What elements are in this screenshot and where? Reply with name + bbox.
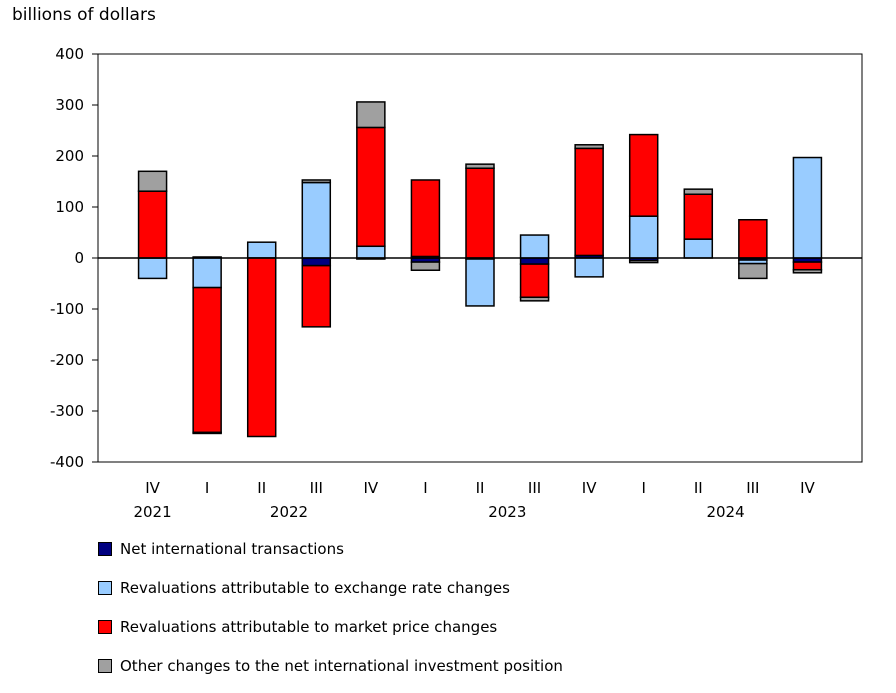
chart-svg: billions of dollars 400 300 200 100 0 -100 -20… xyxy=(12,5,863,521)
bar-segment xyxy=(192,286,222,434)
bar-segment xyxy=(465,167,495,259)
bar-segment xyxy=(301,264,332,328)
bar-segment xyxy=(628,133,659,217)
bar-segment xyxy=(574,147,604,257)
bar-segment xyxy=(137,170,168,192)
legend-item: Revaluations attributable to exchange ra… xyxy=(98,579,510,597)
bar-segment xyxy=(410,261,441,271)
y-tick-label: 400 xyxy=(55,45,84,63)
bar-segment xyxy=(356,245,386,259)
bar-segment xyxy=(192,257,222,289)
bar-segment xyxy=(356,101,386,129)
x-tick-label: III xyxy=(528,479,541,497)
y-tick-label: -100 xyxy=(50,300,84,318)
bar-segment xyxy=(683,193,714,240)
bar-segment xyxy=(519,296,550,302)
legend-item: Revaluations attributable to market pric… xyxy=(98,618,497,636)
bar-segment xyxy=(519,257,550,265)
x-tick-label: I xyxy=(423,479,427,497)
legend-label: Revaluations attributable to exchange ra… xyxy=(120,579,510,597)
x-tick-label: III xyxy=(746,479,759,497)
bar-segment xyxy=(137,257,168,280)
bar-segment xyxy=(356,126,386,248)
bar-segment xyxy=(683,238,714,259)
bar-segment xyxy=(246,241,277,259)
y-tick-label: 300 xyxy=(55,96,84,114)
legend-label: Revaluations attributable to market pric… xyxy=(120,618,498,636)
bar-segment xyxy=(519,234,550,259)
bar-segment xyxy=(792,261,823,271)
legend-swatch xyxy=(98,581,112,595)
bar-segment xyxy=(301,179,332,184)
bar-segment xyxy=(738,262,768,280)
x-tick-label: II xyxy=(257,479,266,497)
bar-segment xyxy=(410,179,441,258)
legend-swatch xyxy=(98,659,112,673)
x-tick-label: IV xyxy=(800,479,815,497)
legend-item: Other changes to the net international i… xyxy=(98,657,563,675)
y-tick-label: -300 xyxy=(50,402,84,420)
x-tick-label: I xyxy=(641,479,645,497)
x-tick-label: IV xyxy=(145,479,160,497)
legend-label: Other changes to the net international i… xyxy=(120,657,563,675)
bar-segment xyxy=(574,257,604,278)
x-tick-label: II xyxy=(694,479,703,497)
y-tick-label: -400 xyxy=(50,453,84,471)
legend-item: Net international transactions xyxy=(98,540,344,558)
bar-segment xyxy=(738,219,768,259)
y-tick-label: 0 xyxy=(74,249,84,267)
year-label: 2024 xyxy=(706,503,744,521)
bar-segment xyxy=(628,259,659,264)
x-tick-label: II xyxy=(476,479,485,497)
y-tick-label: 200 xyxy=(55,147,84,165)
bar-segment xyxy=(574,144,604,150)
bar-segment xyxy=(628,215,659,259)
bar-segment xyxy=(683,188,714,195)
x-tick-label: I xyxy=(205,479,209,497)
bar-segment xyxy=(137,190,168,259)
legend-swatch xyxy=(98,542,112,556)
bar-segment xyxy=(792,156,823,259)
x-tick-label: IV xyxy=(364,479,379,497)
bar-segment xyxy=(792,268,823,274)
legend-label: Net international transactions xyxy=(120,540,344,558)
year-label: 2021 xyxy=(133,503,171,521)
y-axis-label: billions of dollars xyxy=(12,5,156,25)
x-tick-label: III xyxy=(310,479,323,497)
bar-segment xyxy=(465,163,495,169)
bar-segment xyxy=(192,431,222,435)
year-label: 2023 xyxy=(488,503,526,521)
y-tick-label: -200 xyxy=(50,351,84,369)
year-label: 2022 xyxy=(270,503,308,521)
legend-swatch xyxy=(98,620,112,634)
bar-segment xyxy=(301,181,332,259)
bar-segment xyxy=(246,257,277,438)
bar-segment xyxy=(301,257,332,267)
bar-segment xyxy=(465,258,495,307)
y-tick-label: 100 xyxy=(55,198,84,216)
x-tick-label: IV xyxy=(582,479,597,497)
bar-segment xyxy=(519,263,550,299)
